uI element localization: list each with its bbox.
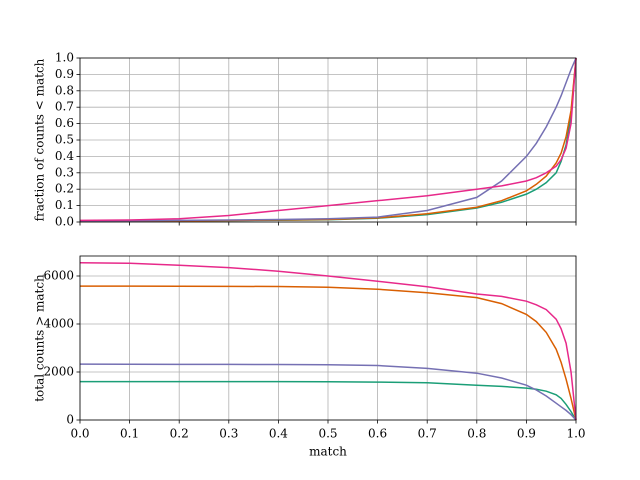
y-tick-label: 4000 [43,316,74,330]
y-tick-label: 0 [66,413,74,427]
y-tick-label: 0.7 [55,100,74,114]
axes-frame [79,57,577,223]
x-tick-label: 0.8 [467,427,486,441]
x-tick-label: 1.0 [566,427,585,441]
x-tick-label: 0.6 [368,427,387,441]
x-tick-label: 0.3 [219,427,238,441]
y-tick-label: 0.9 [55,67,74,81]
y-tick-label: 6000 [43,268,74,282]
y-tick-label: 0.0 [55,215,74,229]
line [80,380,577,421]
line [79,57,577,222]
y-tick-label: 0.6 [55,116,74,130]
line [80,285,577,421]
line [79,262,577,421]
x-axis-label: match [309,445,347,459]
y-tick-label: 2000 [43,364,74,378]
x-tick-label: 0.1 [120,427,139,441]
y-axis-label: total counts > match [33,274,47,402]
line [79,57,577,222]
x-tick-label: 0.7 [418,427,437,441]
x-tick-label: 0.4 [269,427,288,441]
y-tick-label: 1.0 [55,51,74,65]
x-tick-label: 0.5 [318,427,337,441]
y-tick-label: 0.3 [55,165,74,179]
y-tick-label: 0.5 [55,133,74,147]
x-tick-label: 0.0 [70,427,89,441]
y-axis-label: fraction of counts < match [33,58,47,221]
line [79,363,577,421]
y-tick-label: 0.4 [55,149,74,163]
axes-frame [79,255,577,421]
y-tick-label: 0.1 [55,198,74,212]
y-tick-label: 0.2 [55,182,74,196]
x-tick-label: 0.2 [170,427,189,441]
y-tick-label: 0.8 [55,83,74,97]
x-tick-label: 0.9 [517,427,536,441]
